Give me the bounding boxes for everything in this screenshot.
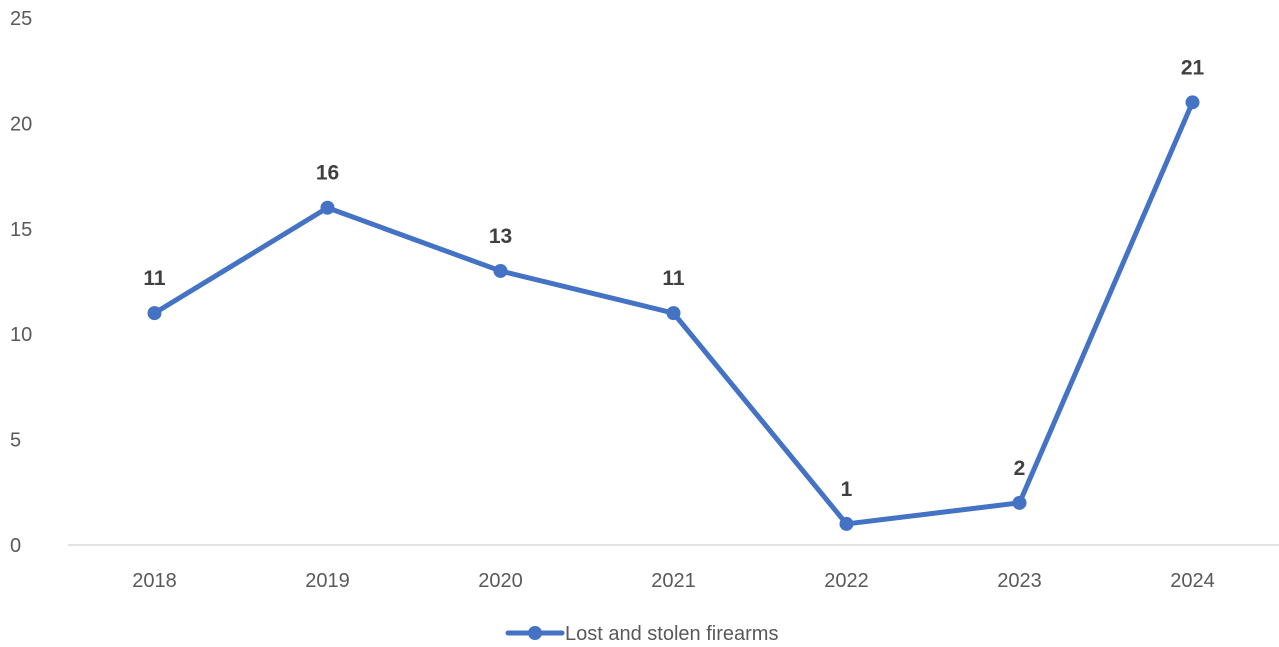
data-label: 11	[143, 267, 166, 290]
y-tick-label: 5	[10, 430, 21, 452]
data-label: 1	[841, 478, 853, 501]
data-point	[147, 306, 162, 321]
data-label: 21	[1181, 56, 1205, 79]
x-tick-label: 2018	[132, 570, 177, 592]
data-label: 2	[1014, 457, 1026, 480]
x-tick-label: 2021	[651, 570, 696, 592]
y-tick-label: 25	[10, 8, 32, 30]
x-tick-label: 2020	[478, 570, 523, 592]
x-tick-label: 2019	[305, 570, 350, 592]
data-label: 13	[489, 225, 512, 248]
data-point	[1185, 95, 1200, 110]
legend: Lost and stolen firearms	[505, 623, 778, 645]
data-label: 11	[662, 267, 685, 290]
y-tick-label: 0	[10, 535, 21, 557]
data-point	[839, 516, 854, 531]
y-tick-label: 10	[10, 324, 32, 346]
x-tick-label: 2022	[824, 570, 869, 592]
legend-marker	[528, 626, 542, 640]
y-tick-label: 15	[10, 219, 32, 241]
y-axis-tick-labels: 0 5 10 15 20 25	[10, 8, 32, 557]
x-axis-tick-labels: 2018 2019 2020 2021 2022 2023 2024	[132, 570, 1215, 592]
x-tick-label: 2024	[1170, 570, 1215, 592]
series-points	[147, 95, 1200, 531]
y-tick-label: 20	[10, 113, 32, 135]
data-point	[666, 306, 681, 321]
data-point	[320, 200, 335, 215]
x-tick-label: 2023	[997, 570, 1042, 592]
legend-label: Lost and stolen firearms	[565, 623, 778, 645]
data-point	[1012, 495, 1027, 510]
data-label: 16	[316, 162, 339, 185]
data-point	[493, 263, 508, 278]
